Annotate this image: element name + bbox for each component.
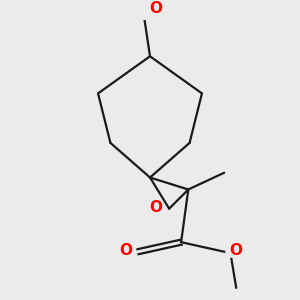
Text: O: O (230, 243, 243, 258)
Text: O: O (149, 1, 163, 16)
Text: O: O (120, 243, 133, 258)
Text: O: O (149, 200, 163, 215)
